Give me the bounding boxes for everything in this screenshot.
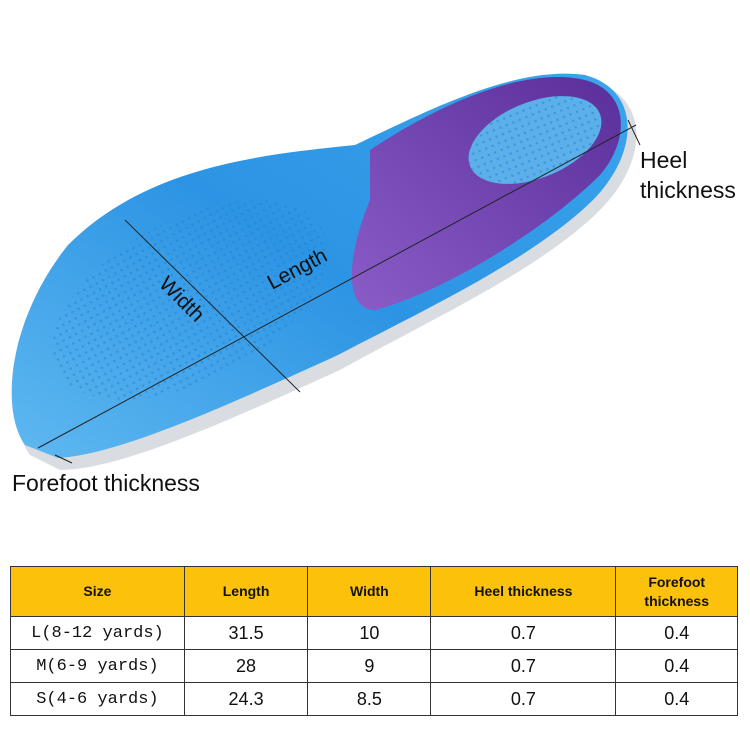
header-width: Width [307,566,432,617]
forefoot-thickness-marker [54,454,73,464]
heel-thickness-label: Heel thickness [640,146,736,206]
length-line [37,124,637,449]
cell-forefoot: 0.4 [615,682,738,716]
cell-length: 24.3 [183,682,309,716]
heel-label-line1: Heel [640,147,688,173]
table-row: S(4-6 yards) 24.3 8.5 0.7 0.4 [10,682,738,716]
header-heel: Heel thickness [430,566,617,617]
cell-size: L(8-12 yards) [10,616,185,650]
forefoot-pad [52,200,328,400]
size-table: Size Length Width Heel thickness Forefoo… [10,566,738,716]
cell-width: 9 [307,649,432,683]
heel-label-line2: thickness [640,176,736,203]
header-size: Size [10,566,185,617]
width-line [124,219,301,393]
header-forefoot: Forefoot thickness [615,566,738,617]
cell-heel: 0.7 [430,682,617,716]
table-header: Size Length Width Heel thickness Forefoo… [10,566,738,617]
header-length: Length [183,566,309,617]
cell-heel: 0.7 [430,616,617,650]
cell-width: 8.5 [307,682,432,716]
cell-length: 28 [183,649,309,683]
table-row: L(8-12 yards) 31.5 10 0.7 0.4 [10,616,738,650]
cell-forefoot: 0.4 [615,616,738,650]
cell-heel: 0.7 [430,649,617,683]
forefoot-thickness-label: Forefoot thickness [12,470,200,496]
insole-illustration: Length Width [11,73,641,471]
cell-size: M(6-9 yards) [10,649,185,683]
cell-size: S(4-6 yards) [10,682,185,716]
heel-thickness-marker [627,119,641,146]
table-row: M(6-9 yards) 28 9 0.7 0.4 [10,649,738,683]
cell-forefoot: 0.4 [615,649,738,683]
cell-width: 10 [307,616,432,650]
cell-length: 31.5 [183,616,309,650]
